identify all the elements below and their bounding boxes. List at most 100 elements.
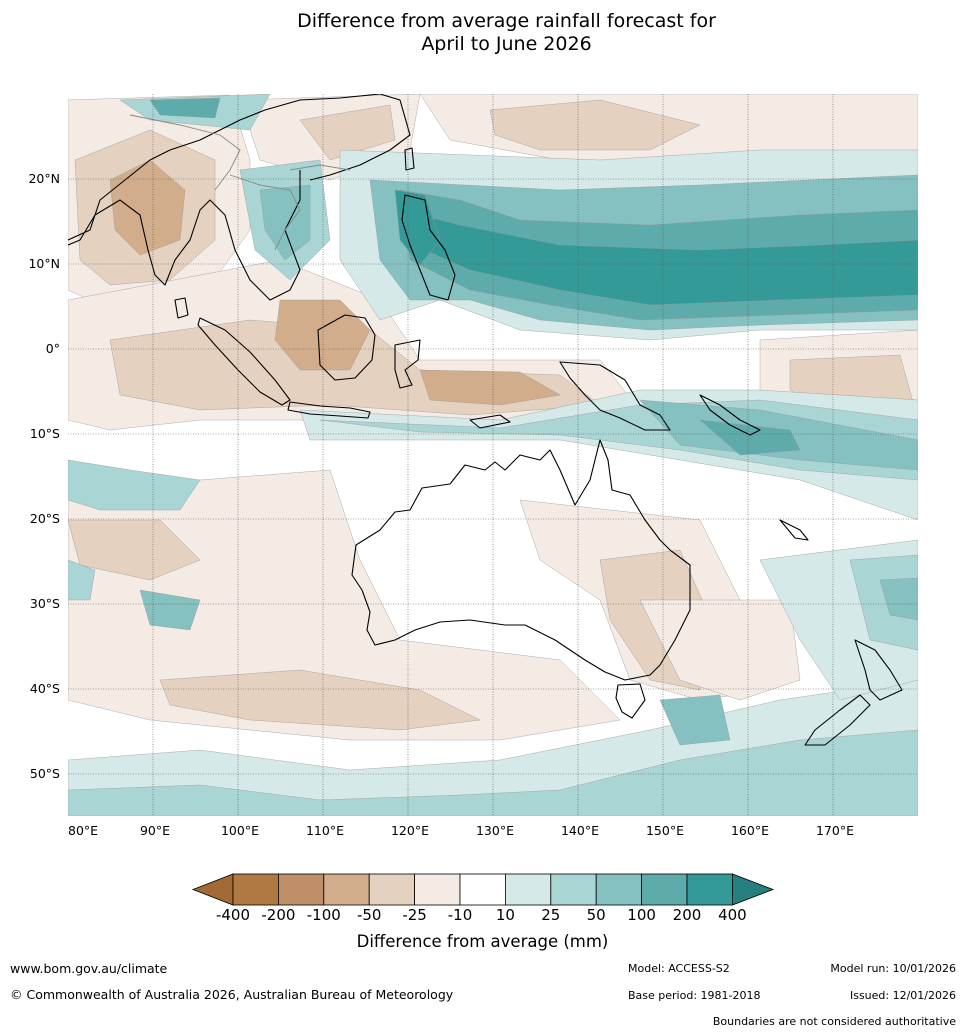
- title-line-1: Difference from average rainfall forecas…: [297, 10, 716, 32]
- colorbar-bin: [595, 873, 643, 906]
- wetter-region-tasman-core: [659, 694, 731, 746]
- colorbar-tick-label: -10: [447, 906, 473, 924]
- coastline-taiwan: [404, 147, 415, 171]
- coastline-australia: [351, 439, 691, 681]
- title-line-2: April to June 2026: [421, 33, 592, 55]
- coastlines: [68, 94, 903, 746]
- longitude-label: 120°E: [391, 823, 429, 838]
- latitude-label: 10°N: [28, 256, 60, 271]
- drier-region-borneo-core: [274, 299, 371, 371]
- longitude-label: 150°E: [646, 823, 684, 838]
- colorbar-tick-label: 400: [718, 906, 747, 924]
- colorbar-tick-label: -100: [306, 906, 341, 924]
- coastline-new-guinea: [559, 361, 671, 431]
- colorbar-extend-high: [732, 873, 775, 906]
- border-india-china: [129, 114, 241, 191]
- coastline-new-caledonia: [779, 519, 809, 541]
- footer-model: Model: ACCESS-S2: [628, 962, 730, 975]
- colorbar-bin: [414, 873, 461, 906]
- wetter-region-west-pacific-core: [419, 214, 918, 306]
- coastline-asia-mainland: [68, 94, 411, 301]
- country-borders: [129, 114, 351, 251]
- colorbar-tick-label: 50: [586, 906, 606, 924]
- coastline-tasmania: [615, 683, 646, 719]
- longitude-label: 110°E: [306, 823, 344, 838]
- coastline-timor: [469, 414, 511, 429]
- colorbar-bin: [459, 873, 506, 906]
- latitude-label: 50°S: [30, 766, 60, 781]
- coastline-sri-lanka: [174, 297, 189, 319]
- latitude-label: 20°S: [30, 511, 60, 526]
- footer-base-period: Base period: 1981-2018: [628, 989, 761, 1002]
- longitude-label: 160°E: [731, 823, 769, 838]
- border-china-vietnam: [289, 164, 351, 171]
- longitude-label: 100°E: [221, 823, 259, 838]
- longitude-label: 170°E: [816, 823, 854, 838]
- wetter-region-indian-ocean-patch: [68, 459, 201, 511]
- colorbar-bin: [368, 873, 416, 906]
- coastline-java: [287, 401, 371, 419]
- graticule: [68, 94, 918, 816]
- drier-region-west-pacific-north-core: [489, 99, 701, 151]
- drier-region-southern-indian-ocean-core: [159, 669, 481, 731]
- drier-region-western-indian-ocean-core: [68, 519, 201, 581]
- footer-url[interactable]: www.bom.gov.au/climate: [10, 961, 168, 976]
- colorbar-bin: [277, 873, 325, 906]
- colorbar-tick-label: 10: [495, 906, 515, 924]
- colorbar-tick-label: 100: [627, 906, 656, 924]
- latitude-labels: 20°N 10°N 0° 10°S 20°S 30°S 40°S 50°S: [28, 171, 60, 781]
- colorbar-tick-label: -400: [215, 906, 251, 924]
- map-area: [68, 94, 918, 816]
- wetter-region-tibetan-core: [149, 97, 221, 119]
- colorbar-bin: [323, 873, 370, 906]
- colorbar-bin: [641, 873, 688, 906]
- latitude-label: 20°N: [28, 171, 60, 186]
- coastline-philippines: [401, 194, 456, 301]
- coastline-new-zealand-north: [854, 639, 903, 701]
- coastline-sulawesi: [394, 339, 421, 389]
- coastline-new-zealand-south: [804, 694, 871, 746]
- colorbar-bin: [504, 873, 552, 906]
- wetter-anomaly-regions: [68, 94, 918, 816]
- colorbar-title: Difference from average (mm): [356, 932, 609, 951]
- coastline-solomon-islands: [699, 394, 761, 436]
- wetter-region-philippines-core: [394, 189, 441, 266]
- wetter-region-indochina-core: [259, 184, 311, 261]
- latitude-label: 0°: [46, 341, 60, 356]
- longitude-label: 140°E: [561, 823, 599, 838]
- colorbar-tick-label: -25: [402, 906, 427, 924]
- wetter-region-coral-sea-core: [699, 419, 801, 456]
- colorbar-tick-label: 25: [541, 906, 561, 924]
- coastline-sumatra: [197, 317, 291, 406]
- longitude-label: 80°E: [68, 823, 98, 838]
- footer-model-run: Model run: 10/01/2026: [830, 962, 956, 975]
- wetter-region-indian-ocean-small: [139, 589, 201, 631]
- footer-copyright: © Commonwealth of Australia 2026, Austra…: [10, 987, 454, 1002]
- wetter-region-west-edge: [68, 559, 96, 601]
- wetter-region-south-west-pacific-core: [879, 577, 918, 621]
- colorbar-tick-label: -50: [356, 906, 382, 924]
- colorbar-extend-low: [191, 873, 234, 906]
- colorbar-bin: [232, 873, 279, 906]
- latitude-label: 40°S: [30, 681, 60, 696]
- colorbar-bin: [550, 873, 597, 906]
- drier-region-banda-core: [419, 369, 561, 406]
- wetter-region-southern-ocean-mid: [68, 729, 918, 816]
- drier-region-south-china-core: [299, 104, 396, 161]
- chart-title: Difference from average rainfall forecas…: [0, 10, 965, 56]
- footer-issued: Issued: 12/01/2026: [849, 989, 956, 1002]
- footer-disclaimer: Boundaries are not considered authoritat…: [712, 1015, 956, 1028]
- latitude-label: 30°S: [30, 596, 60, 611]
- latitude-label: 10°S: [30, 426, 60, 441]
- longitude-label: 130°E: [476, 823, 514, 838]
- drier-region-southern-indian-ocean: [68, 469, 621, 741]
- colorbar: [191, 873, 775, 906]
- longitude-label: 90°E: [140, 823, 170, 838]
- colorbar-tick-label: 200: [672, 906, 702, 924]
- colorbar-tick-label: -200: [261, 906, 296, 924]
- colorbar-bin: [686, 873, 733, 906]
- border-indochina: [229, 174, 301, 251]
- drier-region-tasman-sea: [639, 599, 801, 701]
- longitude-labels: 80°E 90°E 100°E 110°E 120°E 130°E 140°E 150°E 16…: [68, 823, 854, 838]
